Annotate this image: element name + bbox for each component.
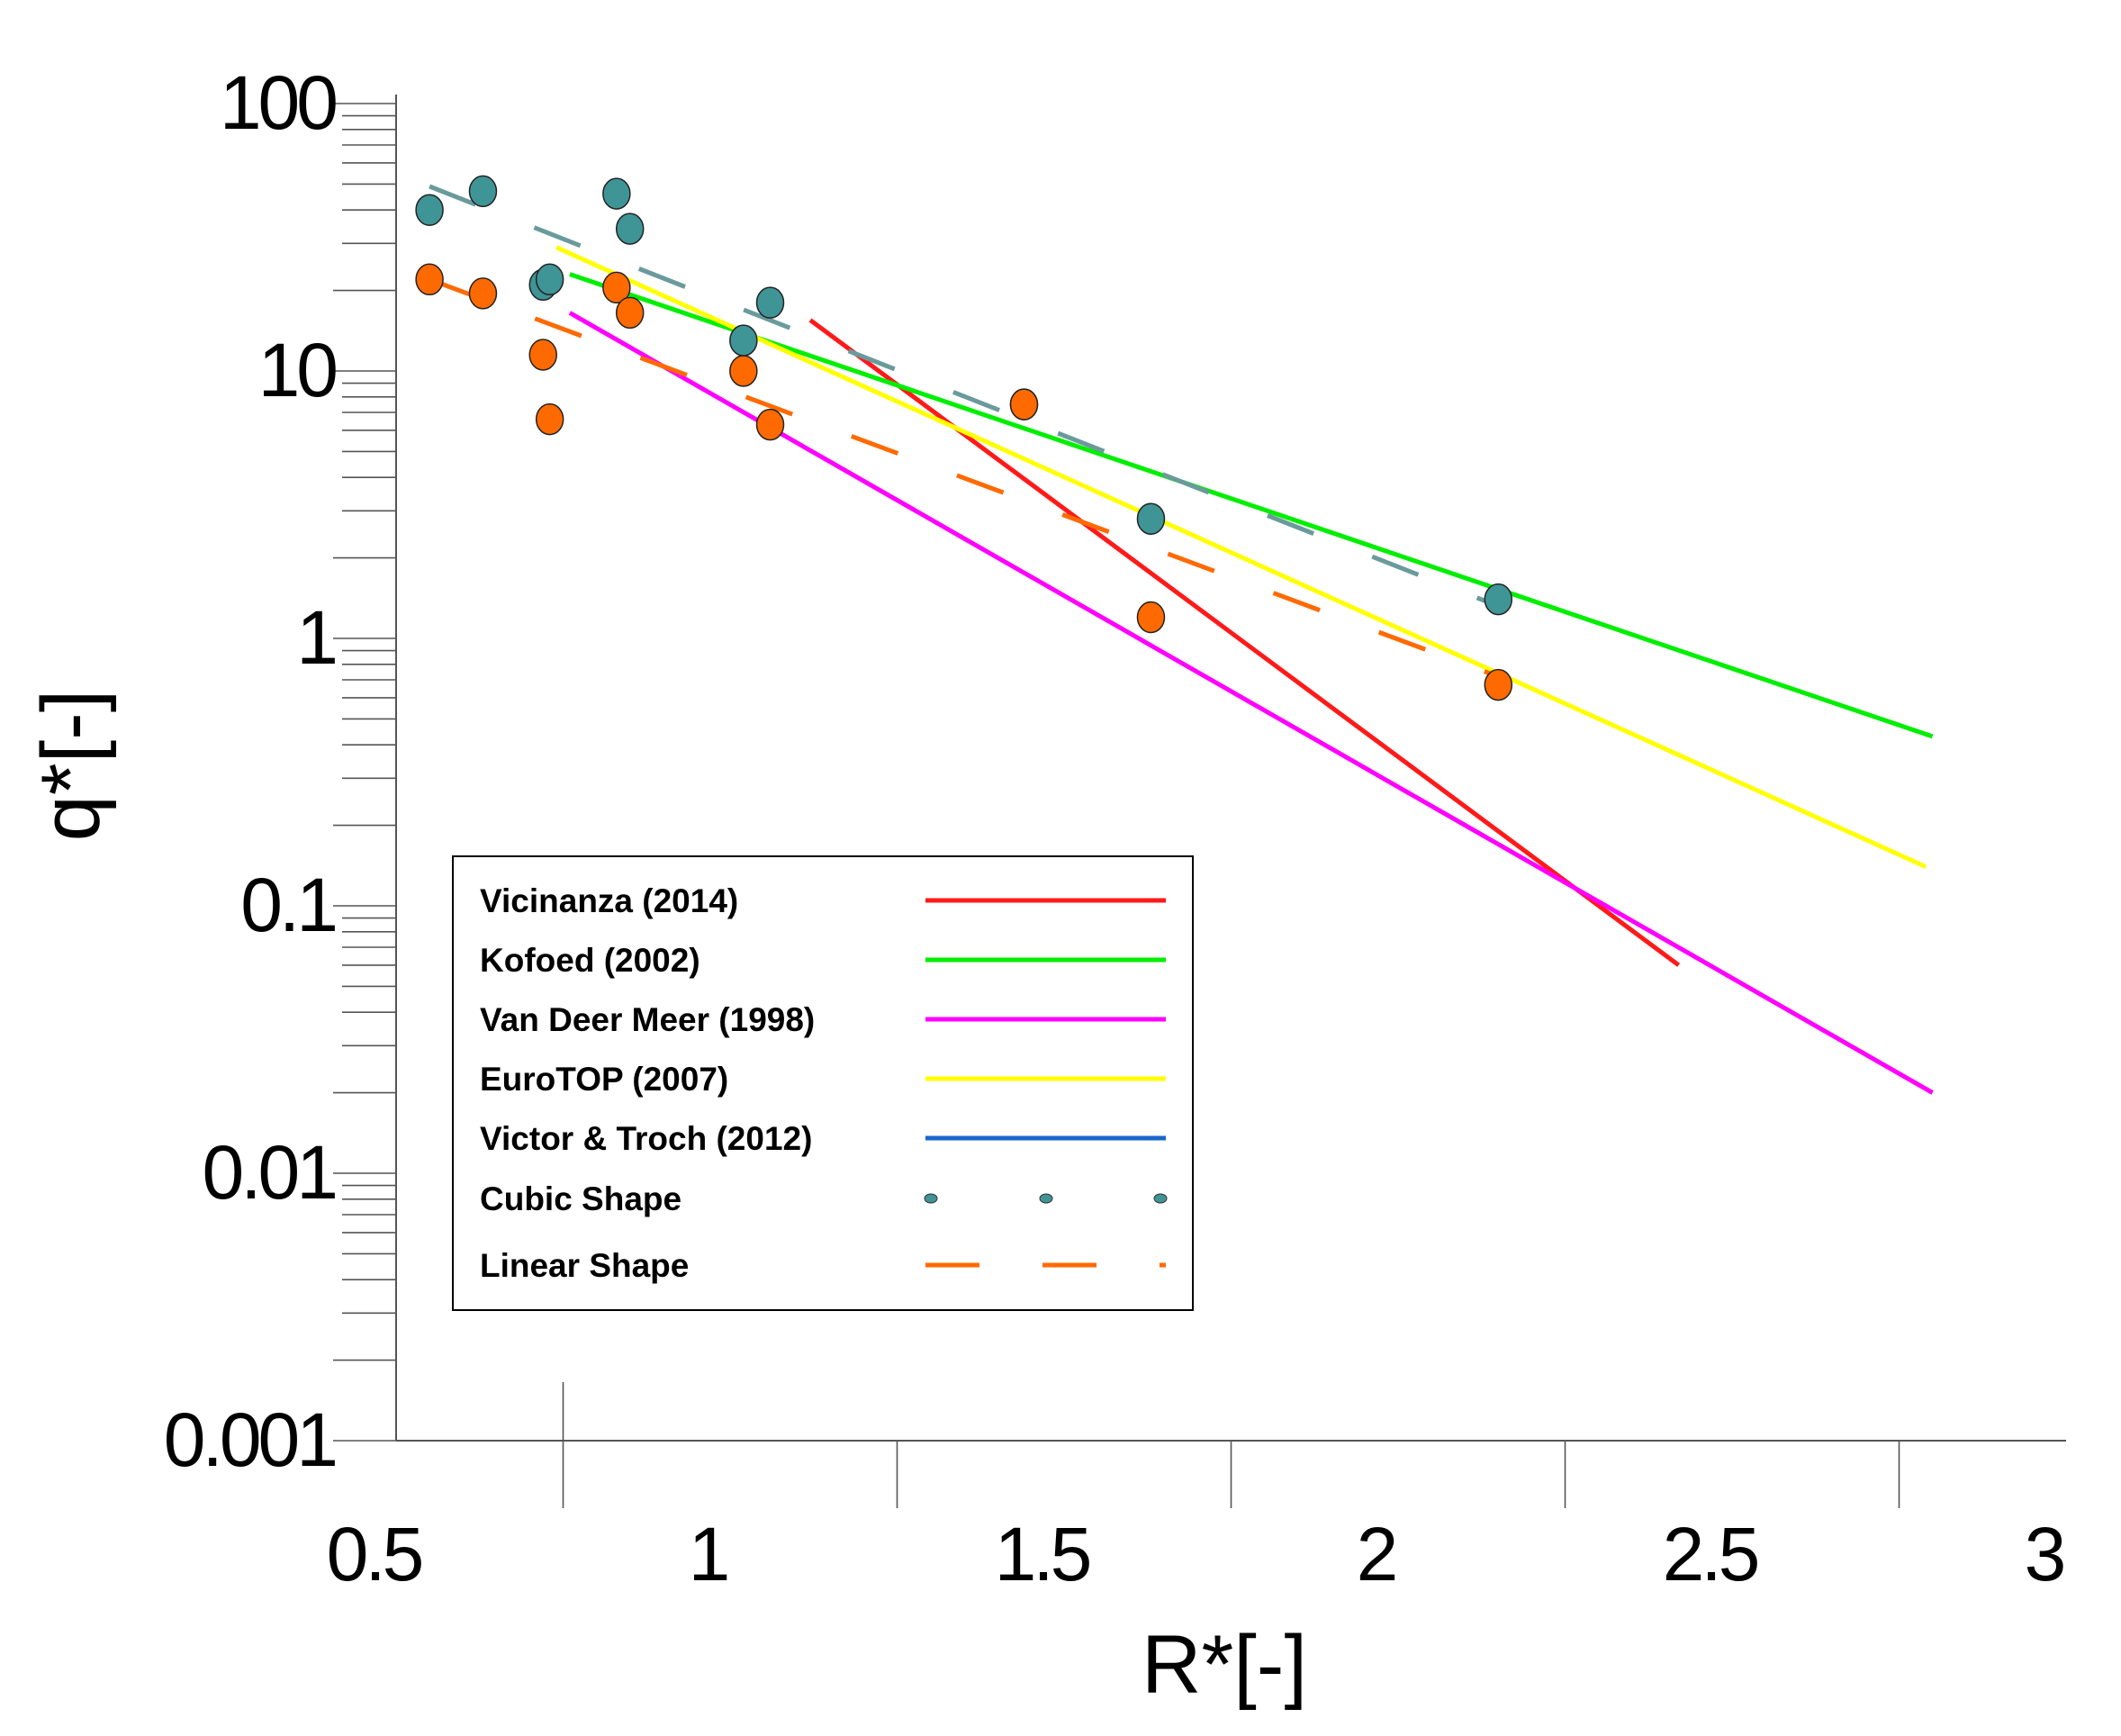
x-tick-label: 0.5	[327, 1512, 422, 1596]
legend-label-kofoed-2002: Kofoed (2002)	[480, 942, 700, 979]
series-line-eurotop-2007	[555, 245, 1927, 869]
data-points	[415, 175, 1513, 701]
x-tick-label: 3	[2025, 1512, 2064, 1596]
x-tick-label: 1.5	[995, 1512, 1090, 1596]
fit-line-cubic-shape	[429, 184, 1500, 609]
fit-line-linear-shape	[429, 276, 1500, 679]
legend: Vicinanza (2014) Kofoed (2002) Van Deer Me…	[452, 855, 1194, 1311]
data-point-cubic-shape	[729, 324, 758, 357]
axis-labels: R*[-] q*[-]	[25, 690, 1307, 1711]
legend-swatch-cubic-shape	[924, 1193, 938, 1204]
y-tick-label: 100	[220, 60, 336, 145]
y-tick-label: 1	[296, 595, 335, 680]
data-point-cubic-shape	[535, 263, 564, 296]
y-tick-label: 0.001	[164, 1397, 335, 1482]
data-point-linear-shape	[1009, 388, 1039, 420]
y-axis-title: q*[-]	[25, 690, 117, 842]
legend-label-cubic-shape: Cubic Shape	[480, 1180, 681, 1217]
data-point-linear-shape	[535, 402, 564, 436]
data-point-cubic-shape	[615, 212, 645, 245]
legend-label-vicinanza-2014: Vicinanza (2014)	[480, 882, 738, 919]
legend-label-linear-shape: Linear Shape	[480, 1247, 689, 1284]
legend-box	[452, 855, 1194, 1311]
series-line-kofoed-2002	[569, 272, 1934, 739]
legend-swatch-cubic-shape	[1153, 1193, 1168, 1204]
data-point-cubic-shape	[1484, 583, 1513, 616]
data-point-cubic-shape	[415, 194, 444, 226]
y-tick-label: 0.1	[240, 863, 335, 947]
data-point-linear-shape	[415, 263, 444, 296]
data-point-linear-shape	[729, 355, 758, 387]
data-point-linear-shape	[755, 408, 785, 441]
legend-swatch-cubic-shape	[1039, 1193, 1053, 1204]
x-tick-label: 2	[1357, 1512, 1395, 1596]
data-point-linear-shape	[1136, 601, 1166, 634]
y-tick-label: 10	[258, 328, 337, 412]
data-point-cubic-shape	[602, 177, 631, 210]
data-point-linear-shape	[615, 296, 645, 330]
axes: 0.5 1 1.5 2 2.5 3 0.001 0.01 0.1 1 10 100	[164, 60, 2068, 1596]
legend-label-eurotop-2007: EuroTOP (2007)	[480, 1061, 728, 1098]
data-point-cubic-shape	[1136, 502, 1166, 535]
data-point-cubic-shape	[468, 175, 498, 208]
data-point-linear-shape	[1484, 668, 1513, 701]
legend-label-victor-troch-2012: Victor & Troch (2012)	[480, 1120, 812, 1157]
x-tick-label: 2.5	[1663, 1512, 1758, 1596]
y-tick-label: 0.01	[203, 1130, 336, 1215]
data-point-cubic-shape	[755, 286, 785, 319]
legend-label-van-deer-meer-1998: Van Deer Meer (1998)	[480, 1001, 815, 1038]
series-line-van-deer-meer-1998	[568, 311, 1934, 1095]
plot-area	[429, 184, 1934, 1095]
x-axis-title: R*[-]	[1142, 1619, 1307, 1711]
data-point-linear-shape	[528, 339, 557, 371]
data-point-linear-shape	[468, 277, 498, 310]
x-tick-label: 1	[689, 1512, 727, 1596]
data-point-linear-shape	[602, 271, 631, 304]
